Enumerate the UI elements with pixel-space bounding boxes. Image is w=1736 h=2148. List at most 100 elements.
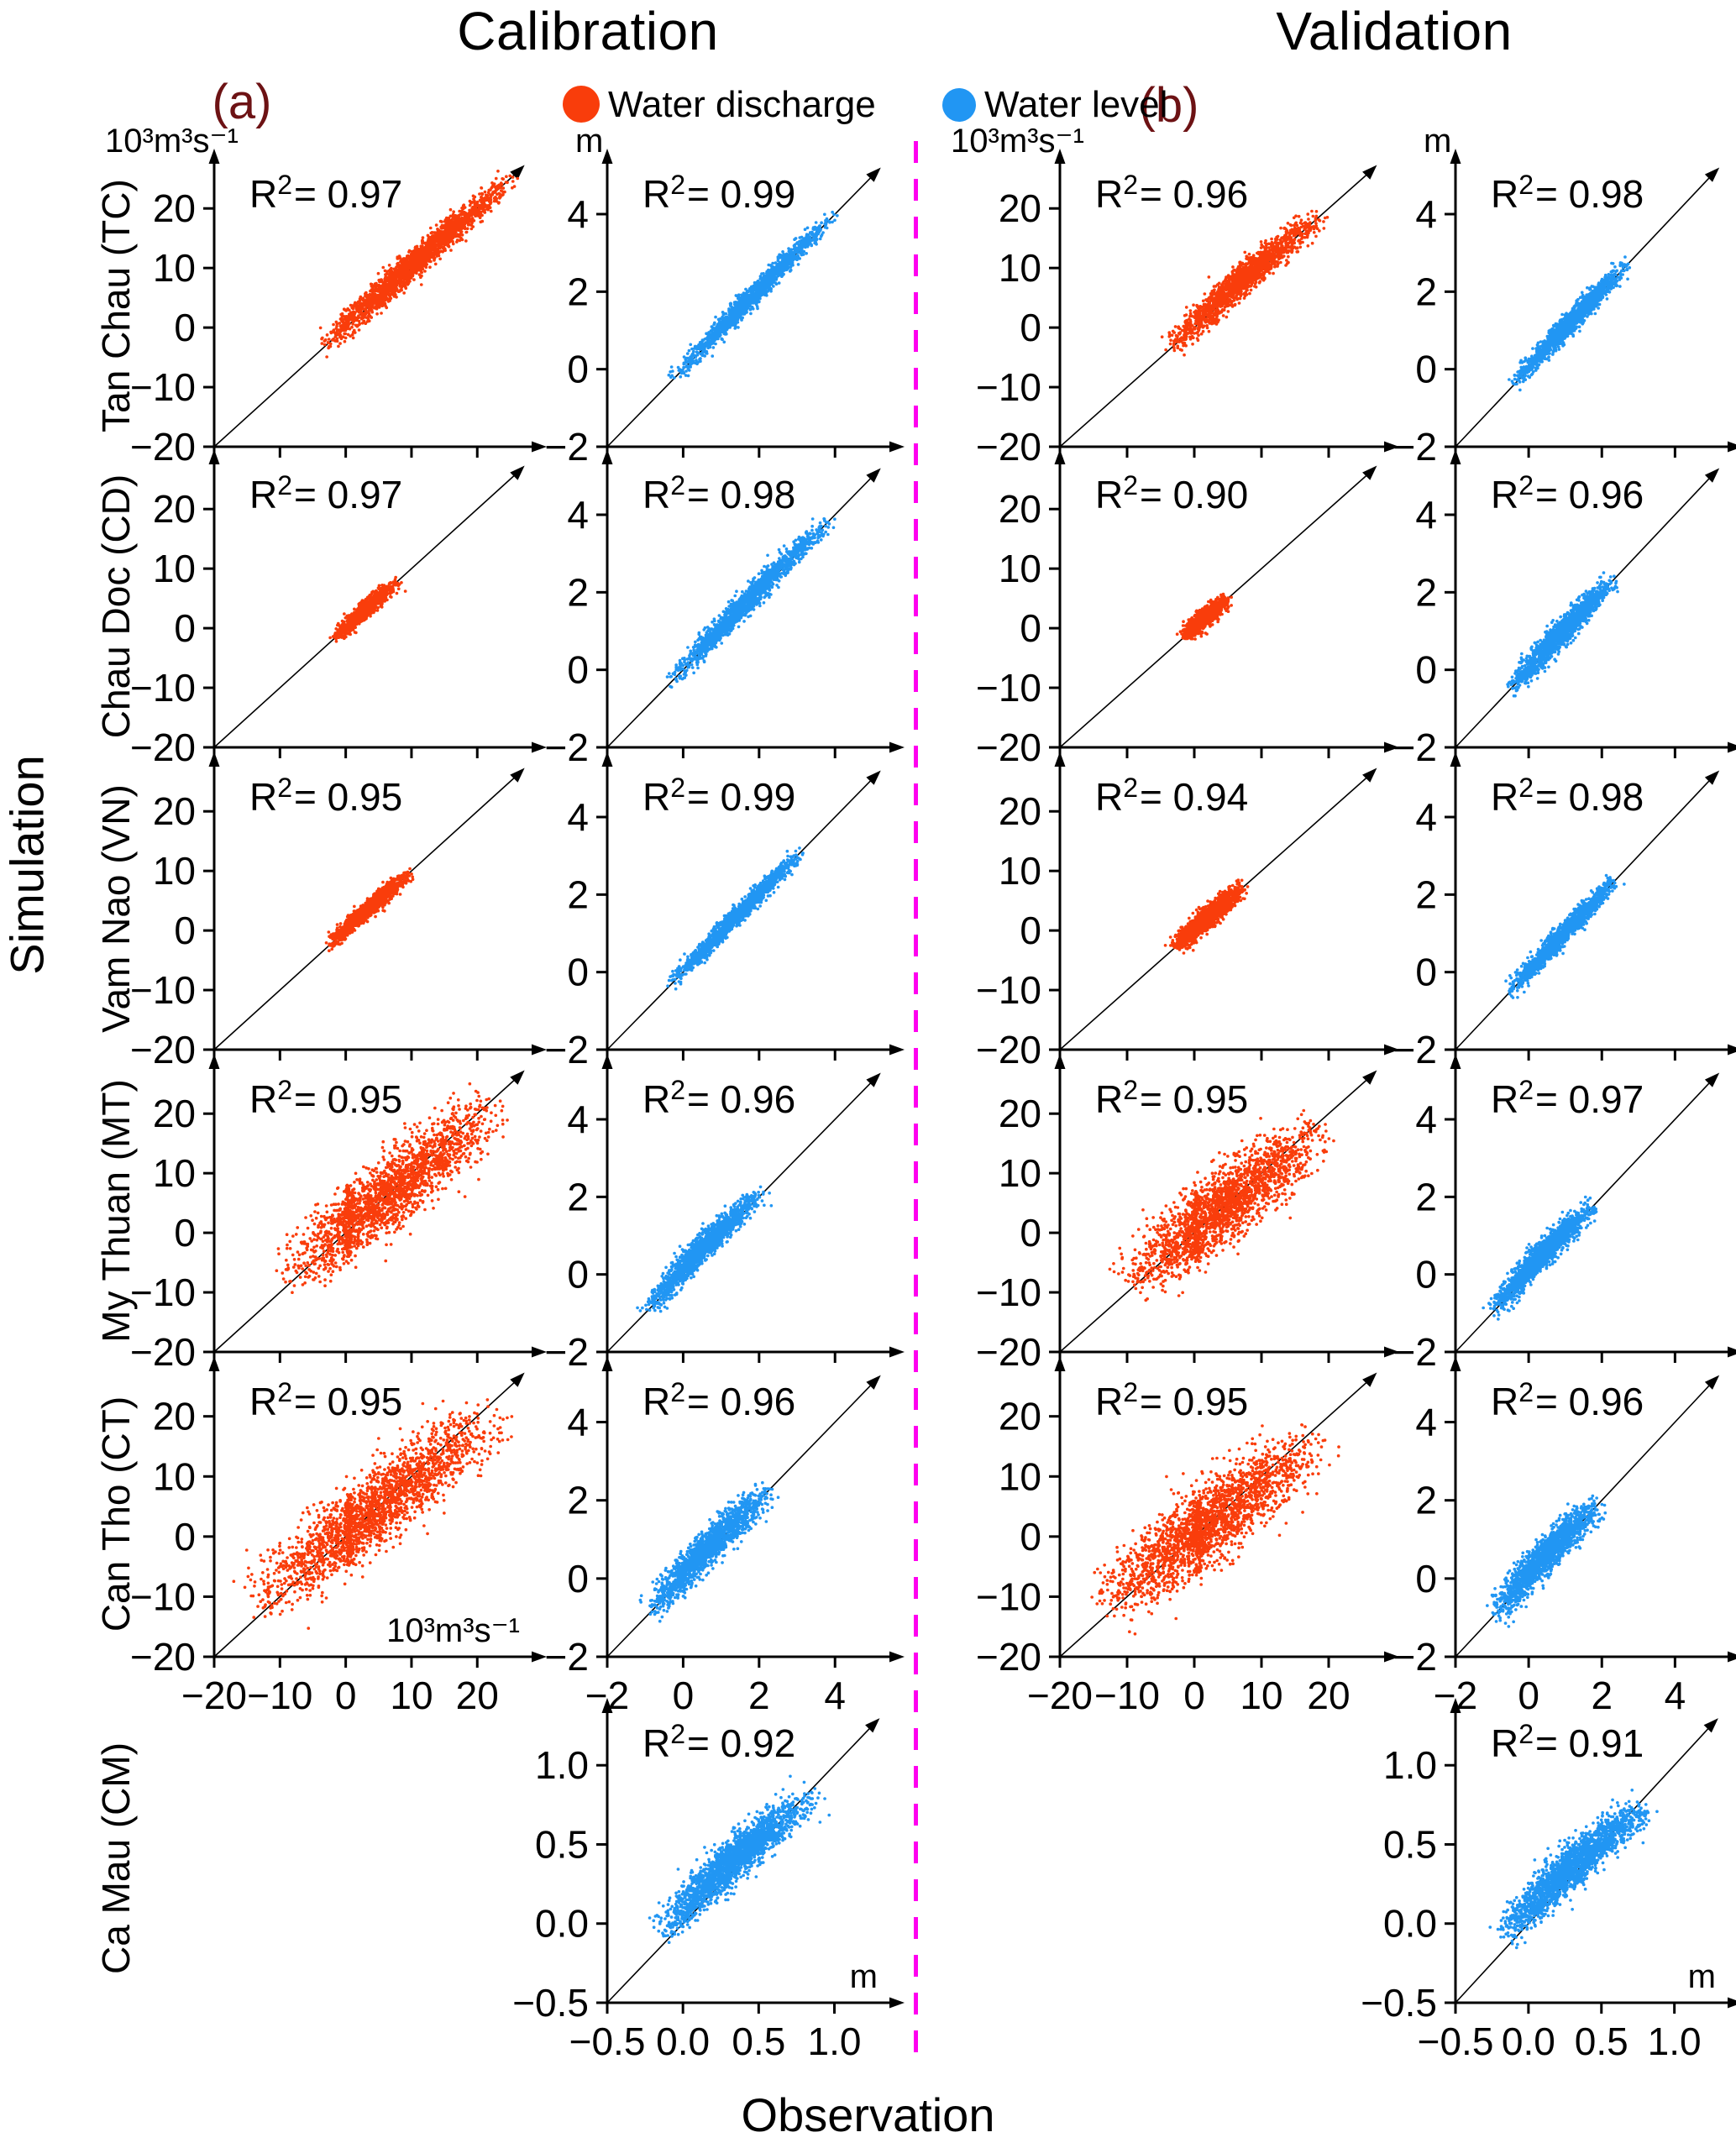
svg-text:2: 2 xyxy=(567,872,589,916)
scatter-points-level xyxy=(665,517,837,689)
scatter-points-discharge xyxy=(1090,1423,1340,1636)
svg-text:0: 0 xyxy=(567,1557,589,1601)
scatter-plot-r2c1: −2 0 2 4 R2= 0.99 xyxy=(545,752,905,1071)
svg-text:0: 0 xyxy=(1518,1674,1539,1717)
svg-text:0: 0 xyxy=(567,1253,589,1297)
scatter-points-discharge xyxy=(1163,878,1250,955)
scatter-plot-r5c1: −0.5−0.50.00.00.50.51.01.0R2= 0.92m xyxy=(512,1698,905,2063)
scatter-points-discharge xyxy=(1175,592,1233,641)
svg-text:−20: −20 xyxy=(976,1028,1041,1071)
r-squared-label: R2= 0.99 xyxy=(642,170,795,216)
svg-text:−20: −20 xyxy=(976,1635,1041,1679)
axis-unit-label-inside: m xyxy=(850,1958,878,1995)
svg-text:−10: −10 xyxy=(976,1270,1041,1314)
scatter-points-level xyxy=(1482,1195,1598,1321)
r-squared-label: R2= 0.95 xyxy=(1095,1075,1248,1121)
scatter-points-level xyxy=(1506,571,1619,698)
svg-text:−20: −20 xyxy=(1027,1674,1093,1717)
svg-text:0.0: 0.0 xyxy=(1502,2020,1555,2063)
svg-text:0: 0 xyxy=(567,951,589,994)
axis-unit-label: 10³m³s⁻¹ xyxy=(951,123,1084,160)
svg-text:−20: −20 xyxy=(130,425,196,469)
scatter-points-level xyxy=(1504,873,1626,999)
axis-unit-label-inside: 10³m³s⁻¹ xyxy=(386,1612,520,1649)
svg-text:0.0: 0.0 xyxy=(656,2020,710,2063)
water-level-legend-label: Water level xyxy=(984,84,1168,125)
svg-text:4: 4 xyxy=(567,1401,589,1444)
r-squared-label: R2= 0.96 xyxy=(642,1377,795,1423)
scatter-plot-r1c1: −2 0 2 4 R2= 0.98 xyxy=(545,449,905,769)
scatter-plot-r3c2: −20 −10 0 10 20 R2= 0.95 xyxy=(976,1054,1399,1374)
scatter-plot-r0c1: −2 0 2 4 R2= 0.99 m xyxy=(545,123,905,469)
svg-text:−20: −20 xyxy=(181,1674,247,1717)
svg-text:4: 4 xyxy=(1415,1401,1437,1444)
svg-text:0: 0 xyxy=(567,348,589,391)
svg-text:10: 10 xyxy=(153,246,196,290)
svg-text:0: 0 xyxy=(174,306,196,349)
svg-text:10: 10 xyxy=(999,246,1041,290)
svg-text:−20: −20 xyxy=(976,726,1041,769)
svg-text:10: 10 xyxy=(999,1454,1041,1498)
svg-text:1.0: 1.0 xyxy=(1383,1743,1437,1787)
scatter-points-discharge xyxy=(328,575,407,643)
svg-text:20: 20 xyxy=(999,789,1041,833)
svg-text:0: 0 xyxy=(335,1674,357,1717)
svg-text:−2: −2 xyxy=(1393,425,1437,469)
svg-text:−0.5: −0.5 xyxy=(1361,1981,1437,2025)
station-label-6: Ca Mau (CM) xyxy=(94,1742,138,1974)
svg-text:−0.5: −0.5 xyxy=(512,1981,589,2025)
r-squared-label: R2= 0.96 xyxy=(642,1075,795,1121)
svg-text:10: 10 xyxy=(153,547,196,590)
svg-text:20: 20 xyxy=(153,1092,196,1135)
svg-text:4: 4 xyxy=(567,493,589,537)
svg-text:−20: −20 xyxy=(976,425,1041,469)
panel-b-label: (b) xyxy=(1139,78,1199,133)
svg-text:−2: −2 xyxy=(545,726,589,769)
water-level-legend-dot-icon xyxy=(942,88,976,122)
svg-text:−2: −2 xyxy=(545,425,589,469)
scatter-points-discharge xyxy=(1108,1108,1335,1302)
svg-text:10: 10 xyxy=(999,547,1041,590)
svg-text:−2: −2 xyxy=(1393,1635,1437,1679)
svg-text:−2: −2 xyxy=(545,1635,589,1679)
svg-text:4: 4 xyxy=(567,795,589,839)
svg-text:−2: −2 xyxy=(1393,1028,1437,1071)
svg-text:−0.5: −0.5 xyxy=(569,2020,646,2063)
svg-text:4: 4 xyxy=(1415,493,1437,537)
svg-text:0: 0 xyxy=(174,909,196,952)
svg-text:4: 4 xyxy=(1415,192,1437,236)
scatter-plot-r5c3: −0.5−0.50.00.00.50.51.01.0R2= 0.91m xyxy=(1361,1698,1736,2063)
r-squared-label: R2= 0.97 xyxy=(1491,1075,1644,1121)
scatter-points-level xyxy=(636,1185,774,1313)
svg-text:−20: −20 xyxy=(130,1635,196,1679)
svg-text:20: 20 xyxy=(456,1674,499,1717)
svg-text:0: 0 xyxy=(1415,951,1437,994)
svg-text:2: 2 xyxy=(1415,1479,1437,1522)
svg-text:−10: −10 xyxy=(130,968,196,1012)
svg-text:−20: −20 xyxy=(976,1330,1041,1374)
r-squared-label: R2= 0.97 xyxy=(249,470,402,516)
svg-text:0: 0 xyxy=(174,1515,196,1559)
r-squared-label: R2= 0.98 xyxy=(1491,170,1644,216)
svg-text:−2: −2 xyxy=(545,1330,589,1374)
svg-text:0: 0 xyxy=(673,1674,695,1717)
svg-text:−10: −10 xyxy=(247,1674,312,1717)
scatter-plot-r1c3: −2 0 2 4 R2= 0.96 xyxy=(1393,449,1736,769)
svg-text:0: 0 xyxy=(567,648,589,692)
svg-text:−10: −10 xyxy=(976,365,1041,409)
svg-text:−2: −2 xyxy=(545,1028,589,1071)
axis-unit-label: m xyxy=(1424,123,1451,160)
water-discharge-legend-dot-icon xyxy=(563,86,600,123)
r-squared-label: R2= 0.99 xyxy=(642,773,795,819)
scatter-points-discharge xyxy=(232,1398,514,1630)
svg-text:0.5: 0.5 xyxy=(1383,1822,1437,1866)
r-squared-label: R2= 0.94 xyxy=(1095,773,1248,819)
svg-text:0: 0 xyxy=(1415,348,1437,391)
svg-text:4: 4 xyxy=(567,192,589,236)
scatter-points-level xyxy=(1488,1789,1659,1950)
svg-text:−20: −20 xyxy=(130,1028,196,1071)
scatter-points-level xyxy=(666,846,805,991)
